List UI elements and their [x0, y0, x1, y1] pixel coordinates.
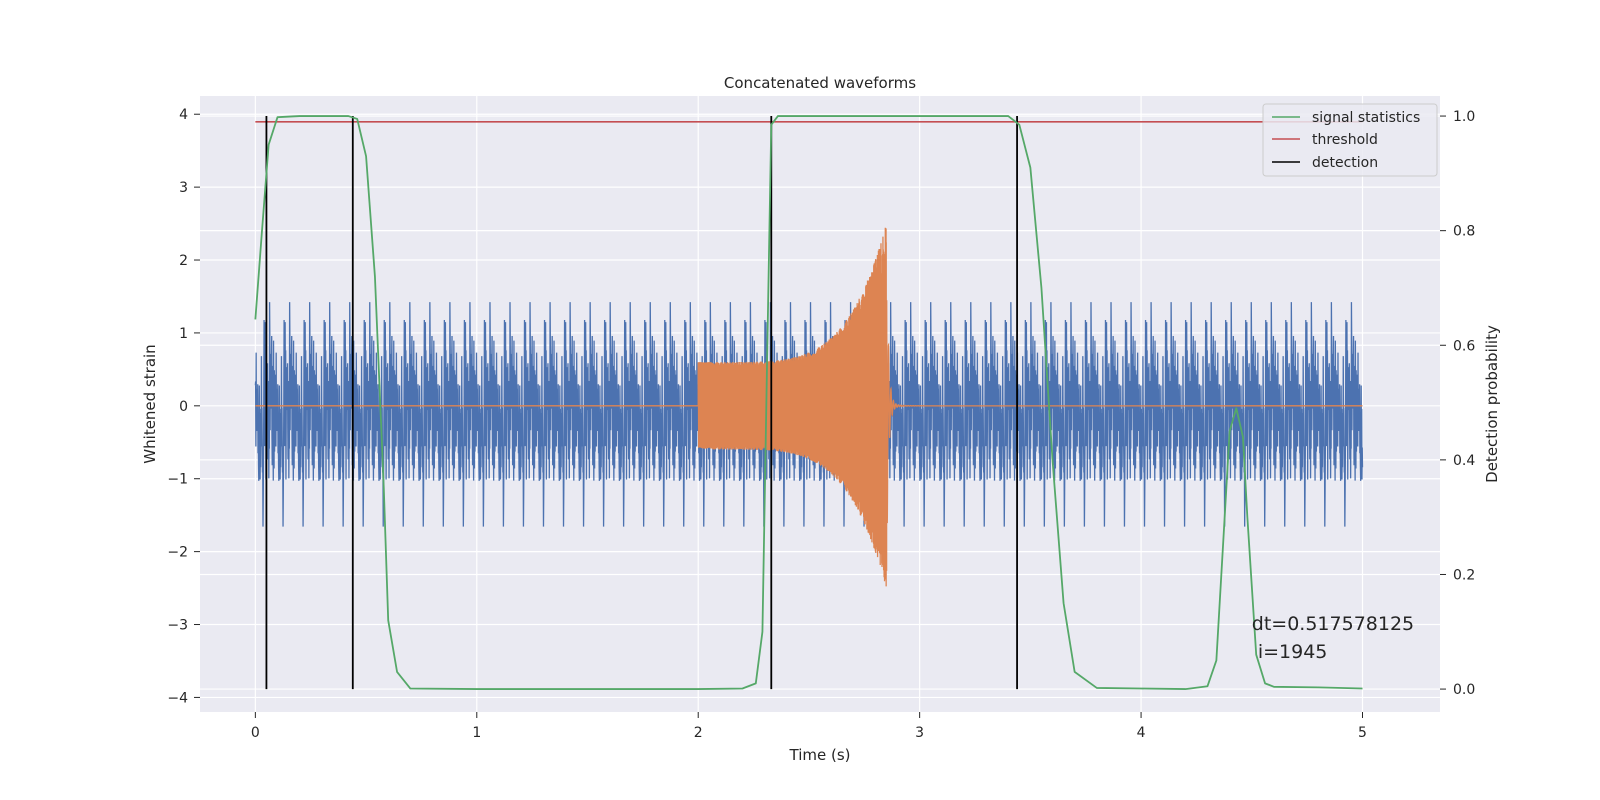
- y-tick-label: −4: [167, 690, 188, 706]
- legend-label-signal-statistics: signal statistics: [1312, 110, 1420, 126]
- x-axis-label: Time (s): [789, 746, 851, 764]
- y-right-tick-label: 0.4: [1453, 453, 1475, 469]
- legend-frame: [1262, 103, 1438, 177]
- y-right-tick-label: 0.0: [1453, 682, 1475, 698]
- y-tick-label: 0: [179, 399, 188, 415]
- y-tick-label: 3: [179, 180, 188, 196]
- series-signal-statistics: [254, 115, 1363, 690]
- y-tick-label: −2: [167, 545, 188, 561]
- y-right-tick-label: 1.0: [1453, 109, 1475, 125]
- legend-label-threshold: threshold: [1312, 132, 1378, 148]
- y-tick-label: −1: [167, 472, 188, 488]
- y-right-tick-label: 0.2: [1453, 567, 1475, 583]
- legend-label-detection: detection: [1312, 155, 1378, 171]
- annotation-index: i=1945: [1252, 641, 1328, 663]
- x-tick-label: 3: [915, 725, 924, 741]
- y-tick-label: 1: [179, 326, 188, 342]
- annotation-dt: dt=0.517578125: [1252, 613, 1414, 635]
- y-tick-label: 2: [179, 253, 188, 269]
- x-tick-label: 4: [1137, 725, 1146, 741]
- x-tick-label: 2: [694, 725, 703, 741]
- y-axis-label: Whitened strain: [141, 344, 159, 463]
- series-whitened-strain: [254, 302, 1364, 527]
- y-axis-right: 1.0 0.8 0.6 0.4 0.2 0.0: [1440, 109, 1475, 698]
- data-series: [254, 115, 1364, 690]
- y-right-tick-label: 0.6: [1453, 338, 1475, 354]
- y-axis-left: 4 3 2 1 0 −1 −2 −3 −4: [167, 107, 200, 706]
- series-injected-signal: [255, 227, 1363, 587]
- y-axis-right-label: Detection probability: [1483, 325, 1501, 483]
- x-tick-label: 5: [1358, 725, 1367, 741]
- legend: signal statistics threshold detection: [1262, 103, 1438, 177]
- x-tick-label: 1: [472, 725, 481, 741]
- y-right-tick-label: 0.8: [1453, 224, 1475, 240]
- y-tick-label: 4: [179, 107, 188, 123]
- x-tick-label: 0: [251, 725, 260, 741]
- chart-title: Concatenated waveforms: [724, 74, 916, 92]
- x-axis: 0 1 2 3 4 5: [251, 712, 1367, 741]
- y-tick-label: −3: [167, 618, 188, 634]
